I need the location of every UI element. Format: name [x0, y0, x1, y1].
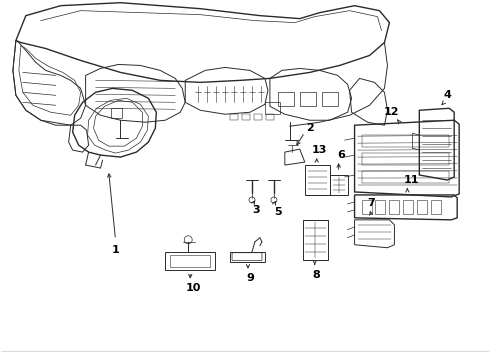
Text: 7: 7: [368, 198, 375, 208]
Text: 9: 9: [246, 273, 254, 283]
Text: 10: 10: [186, 283, 201, 293]
Text: 12: 12: [384, 107, 399, 117]
Text: 13: 13: [312, 145, 327, 155]
Text: 1: 1: [112, 245, 120, 255]
Text: 11: 11: [404, 175, 419, 185]
Text: 2: 2: [306, 123, 314, 133]
Text: 5: 5: [274, 207, 282, 217]
Text: 6: 6: [338, 150, 345, 160]
Text: 3: 3: [252, 205, 260, 215]
Text: 4: 4: [443, 90, 451, 100]
Text: 8: 8: [313, 270, 320, 280]
